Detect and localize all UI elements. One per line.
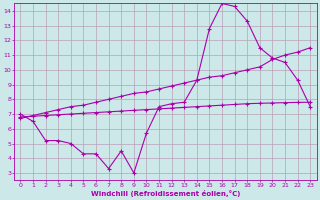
X-axis label: Windchill (Refroidissement éolien,°C): Windchill (Refroidissement éolien,°C) xyxy=(91,190,240,197)
